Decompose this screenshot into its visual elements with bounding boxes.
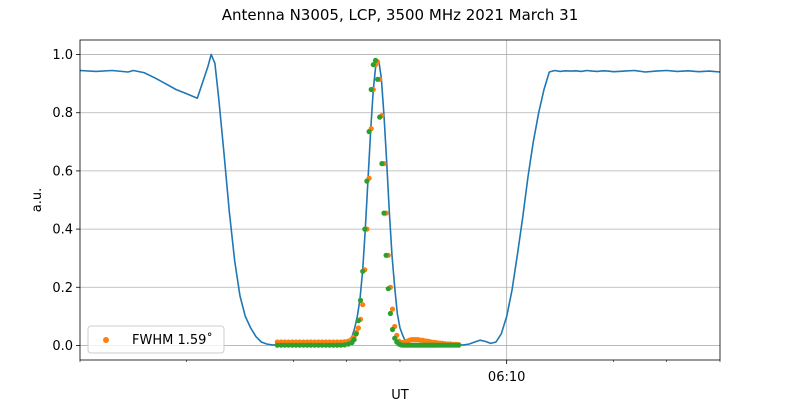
chart-title: Antenna N3005, LCP, 3500 MHz 2021 March …	[222, 6, 579, 24]
y-tick-label: 0.8	[52, 106, 73, 121]
axis-ticks: 0.0 0.2 0.4 0.6 0.8 1.0 06:10	[52, 48, 721, 385]
data-point	[300, 342, 307, 348]
legend-frame	[87, 325, 225, 354]
data-point	[285, 342, 292, 348]
data-point	[308, 342, 314, 348]
data-point	[278, 342, 284, 348]
data-point	[368, 86, 374, 93]
data-point	[351, 337, 357, 343]
data-point	[274, 342, 280, 348]
y-axis-label: a.u.	[30, 188, 45, 212]
data-point	[366, 129, 372, 135]
data-point	[456, 342, 462, 348]
y-tick-label: 0.2	[52, 281, 73, 296]
data-point	[372, 57, 379, 64]
x-tick-label: 06:10	[488, 370, 525, 385]
data-point	[357, 297, 364, 303]
data-point	[385, 286, 391, 292]
data-point	[387, 310, 393, 317]
data-point	[389, 326, 396, 333]
data-point	[383, 252, 389, 258]
legend: FWHM 1.59˚	[87, 325, 225, 354]
data-point	[304, 342, 310, 348]
data-point	[327, 342, 333, 348]
data-point	[360, 268, 366, 274]
data-point	[312, 342, 318, 348]
data-point	[355, 325, 361, 331]
data-point	[323, 342, 329, 348]
data-point	[289, 342, 295, 348]
data-point	[375, 76, 381, 82]
y-tick-label: 0.6	[52, 164, 73, 179]
data-point	[334, 342, 340, 348]
data-point	[330, 342, 336, 348]
series-line	[79, 53, 721, 346]
plot-series	[79, 53, 721, 348]
data-point	[377, 114, 383, 120]
data-point	[338, 342, 344, 348]
data-point	[379, 161, 385, 167]
legend-label: FWHM 1.59˚	[132, 332, 213, 348]
y-tick-label: 1.0	[52, 48, 73, 63]
data-point	[360, 302, 366, 308]
legend-marker	[103, 337, 109, 343]
data-point	[355, 318, 361, 324]
data-point	[282, 342, 288, 348]
data-point	[389, 306, 396, 312]
data-point	[353, 331, 359, 337]
data-point	[293, 342, 299, 348]
data-point	[381, 210, 387, 216]
data-point	[392, 335, 398, 341]
data-point	[297, 342, 303, 348]
y-tick-label: 0.4	[52, 223, 73, 238]
data-point	[370, 62, 376, 68]
data-point	[315, 342, 321, 348]
x-axis-label: UT	[391, 388, 409, 400]
y-tick-label: 0.0	[52, 339, 73, 354]
data-point	[362, 226, 368, 232]
data-point	[364, 178, 370, 184]
data-point	[319, 342, 325, 348]
